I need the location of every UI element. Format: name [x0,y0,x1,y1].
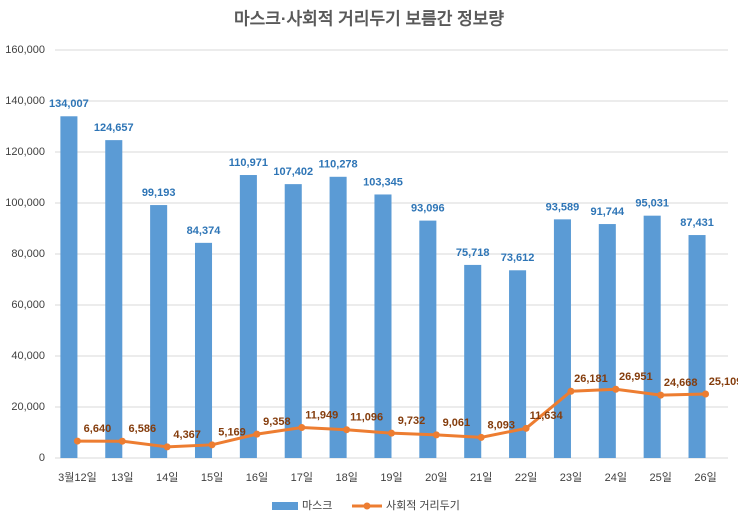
y-tick-label: 160,000 [5,44,45,56]
x-tick-label: 3월12일 [58,470,97,484]
line-value-label: 25,109 [709,376,738,388]
bar [509,270,527,458]
line-value-label: 11,096 [350,412,383,424]
bar-value-label: 99,193 [142,187,176,199]
bar-value-label: 84,374 [187,225,222,237]
line-value-label: 9,732 [398,415,426,427]
y-tick-label: 100,000 [5,197,45,209]
bar-value-label: 110,278 [319,159,358,171]
bar [194,242,213,458]
y-tick-label: 20,000 [11,401,45,413]
legend-swatch [272,502,298,510]
line-value-label: 4,367 [173,429,201,441]
x-tick-label: 26일 [694,470,716,484]
bar [239,175,257,458]
chart-title: 마스크·사회적 거리두기 보름간 정보량 [234,9,504,28]
bar [284,184,302,459]
line-point [343,426,351,434]
y-tick-label: 0 [39,452,45,464]
line-point [657,391,665,399]
bar [329,176,347,458]
line-value-label: 6,640 [84,423,112,435]
line-value-label: 9,358 [263,416,291,428]
line-point [163,443,171,451]
x-tick-label: 13일 [111,470,133,484]
bar-value-label: 134,007 [49,98,89,110]
bar-value-label: 93,096 [411,203,445,215]
x-tick-label: 16일 [246,470,268,484]
legend-swatch [363,502,371,510]
x-tick-label: 25일 [650,470,672,484]
x-tick-label: 15일 [201,470,223,484]
y-tick-label: 40,000 [11,350,45,362]
line-point [208,441,216,449]
bar-value-label: 75,718 [456,247,490,259]
legend-label: 사회적 거리두기 [386,499,460,512]
line-value-label: 6,586 [129,423,157,435]
bar-value-label: 73,612 [501,252,535,264]
line-value-label: 11,634 [530,410,564,422]
line-point [522,424,530,432]
bar [419,220,437,458]
bar-value-label: 103,345 [363,176,403,188]
line-point [477,433,485,441]
line-point [432,431,440,439]
line-value-label: 24,668 [664,377,698,389]
x-tick-label: 14일 [156,470,178,484]
line-point [298,424,306,432]
x-tick-label: 22일 [515,470,537,484]
bar-value-label: 110,971 [229,157,268,169]
line-value-label: 8,093 [487,419,515,431]
bar [60,116,78,458]
x-tick-label: 23일 [560,470,582,484]
y-tick-label: 80,000 [11,248,45,260]
bar-value-label: 91,744 [590,206,625,218]
bar-value-label: 124,657 [94,122,134,134]
x-tick-label: 21일 [470,470,492,484]
line-point [73,437,81,445]
line-point [388,429,395,437]
x-tick-label: 17일 [291,470,313,484]
bar [553,219,571,458]
x-tick-label: 20일 [425,470,447,484]
x-tick-label: 19일 [380,470,402,484]
line-value-label: 11,949 [305,409,338,421]
legend-label: 마스크 [302,499,332,512]
bar [150,205,168,458]
bar [105,140,123,459]
line-point [612,385,620,393]
line-value-label: 26,181 [574,373,608,385]
bar [464,264,482,458]
line-point [118,437,126,445]
bar [688,235,706,458]
x-tick-label: 18일 [335,470,357,484]
bar-value-label: 87,431 [680,217,714,229]
y-tick-label: 120,000 [5,146,45,158]
y-tick-label: 60,000 [11,299,45,311]
bar [374,194,392,458]
bar-value-label: 93,589 [546,201,580,213]
bar-value-label: 95,031 [635,198,669,210]
x-tick-label: 24일 [605,470,627,484]
y-tick-label: 140,000 [5,95,45,107]
bar-value-label: 107,402 [273,166,313,178]
line-point [253,430,261,438]
bar [598,224,616,458]
line-point [567,387,575,395]
bar [643,215,661,458]
line-value-label: 5,169 [218,427,246,439]
line-value-label: 26,951 [619,371,653,383]
line-value-label: 9,061 [443,417,471,429]
line-point [702,390,710,398]
